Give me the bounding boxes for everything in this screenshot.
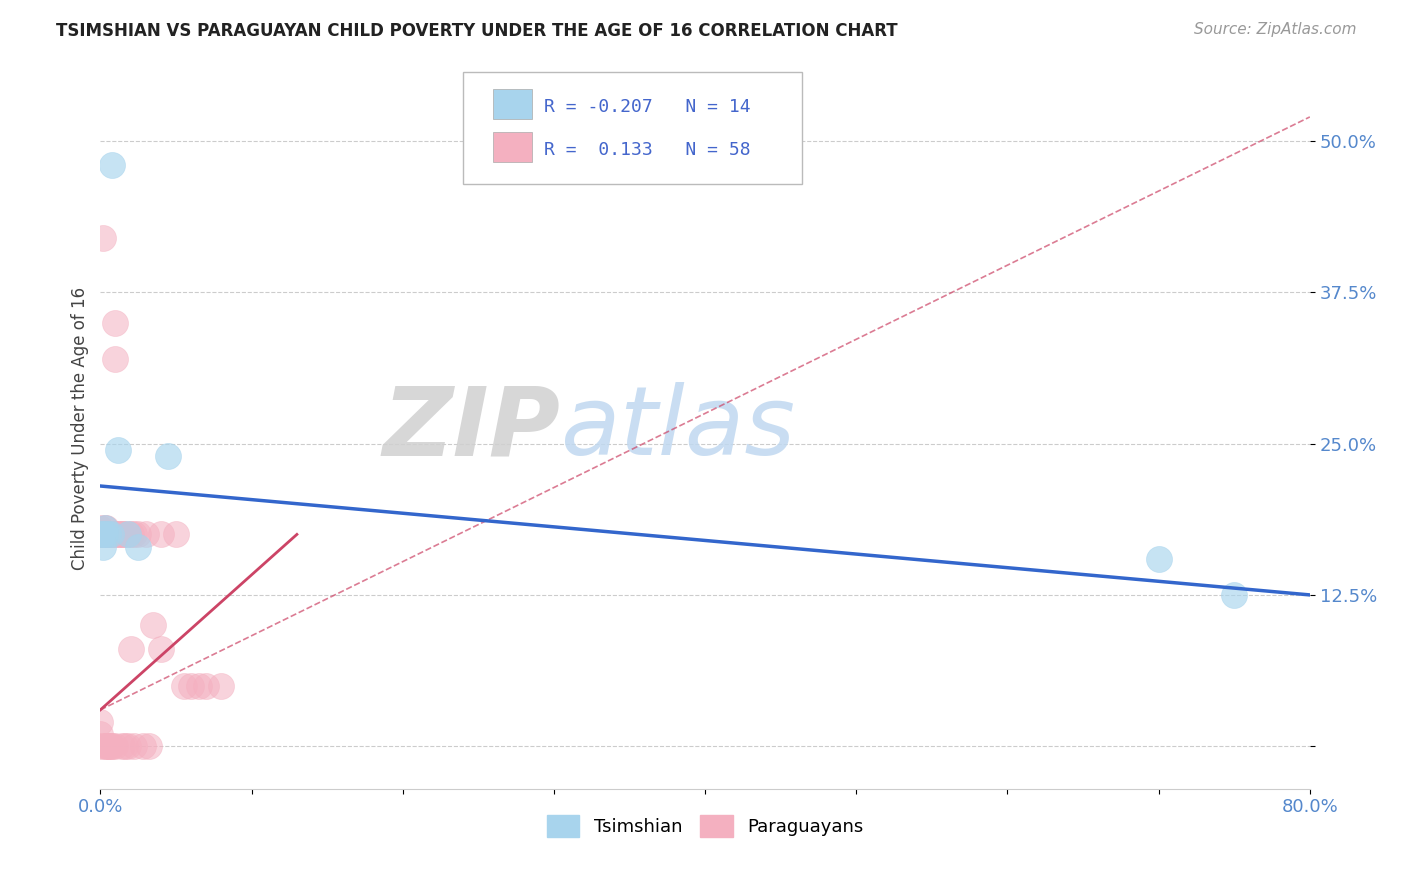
Point (96, 739, 118, 754)
Legend: Tsimshian, Paraguayans: Tsimshian, Paraguayans (540, 808, 870, 845)
Point (1223, 588, 1246, 602)
Point (127, 540, 149, 554)
Point (107, 442, 129, 457)
Point (127, 527, 149, 541)
Point (94, 521, 117, 535)
Point (120, 642, 142, 657)
Point (100, 527, 122, 541)
Point (117, 739, 139, 754)
Y-axis label: Child Poverty Under the Age of 16: Child Poverty Under the Age of 16 (72, 287, 89, 570)
Point (100, 527, 122, 541)
Point (149, 642, 172, 657)
Point (101, 527, 124, 541)
Point (104, 316, 127, 330)
Point (173, 679, 195, 693)
Point (104, 527, 127, 541)
Point (97, 527, 120, 541)
Point (94, 527, 117, 541)
Point (97, 527, 120, 541)
Point (114, 739, 136, 754)
Point (93, 540, 115, 554)
Point (165, 527, 187, 541)
Point (89, 527, 111, 541)
Point (122, 527, 145, 541)
Point (93, 527, 115, 541)
Point (131, 739, 153, 754)
Point (101, 739, 124, 754)
Point (180, 679, 202, 693)
Point (96, 521, 118, 535)
Point (107, 527, 129, 541)
Point (89, 527, 111, 541)
Text: R =  0.133   N = 58: R = 0.133 N = 58 (544, 141, 751, 159)
Point (100, 527, 122, 541)
Point (122, 739, 145, 754)
Point (107, 527, 129, 541)
Point (90, 527, 112, 541)
Text: ZIP: ZIP (382, 382, 560, 475)
Point (112, 527, 135, 541)
Point (135, 527, 157, 541)
Point (104, 351, 127, 366)
Point (157, 449, 180, 463)
Text: TSIMSHIAN VS PARAGUAYAN CHILD POVERTY UNDER THE AGE OF 16 CORRELATION CHART: TSIMSHIAN VS PARAGUAYAN CHILD POVERTY UN… (56, 22, 898, 40)
Point (110, 739, 132, 754)
Point (94, 521, 117, 535)
Point (117, 527, 139, 541)
Point (89, 714, 111, 729)
Point (89, 527, 111, 541)
Point (89, 521, 111, 535)
Bar (494, 132, 531, 162)
Point (89, 527, 111, 541)
Point (149, 527, 172, 541)
Point (90, 527, 112, 541)
Point (110, 527, 132, 541)
Point (97, 527, 120, 541)
Point (112, 527, 135, 541)
Point (94, 739, 117, 754)
Point (89, 727, 111, 741)
Bar (494, 89, 531, 119)
Point (117, 527, 139, 541)
Point (89, 527, 111, 541)
Point (195, 679, 218, 693)
Point (209, 679, 232, 693)
FancyBboxPatch shape (463, 72, 801, 184)
Point (104, 739, 127, 754)
Point (138, 739, 160, 754)
Point (120, 527, 142, 541)
Point (1147, 551, 1170, 566)
Point (93, 231, 115, 245)
Point (100, 739, 122, 754)
Point (97, 739, 120, 754)
Point (101, 158, 124, 172)
Point (96, 527, 118, 541)
Point (94, 527, 117, 541)
Point (187, 679, 209, 693)
Text: atlas: atlas (560, 382, 794, 475)
Point (89, 527, 111, 541)
Text: Source: ZipAtlas.com: Source: ZipAtlas.com (1194, 22, 1357, 37)
Point (98, 527, 121, 541)
Point (89, 739, 111, 754)
Point (142, 618, 165, 632)
Text: R = -0.207   N = 14: R = -0.207 N = 14 (544, 98, 751, 116)
Point (98, 739, 121, 754)
